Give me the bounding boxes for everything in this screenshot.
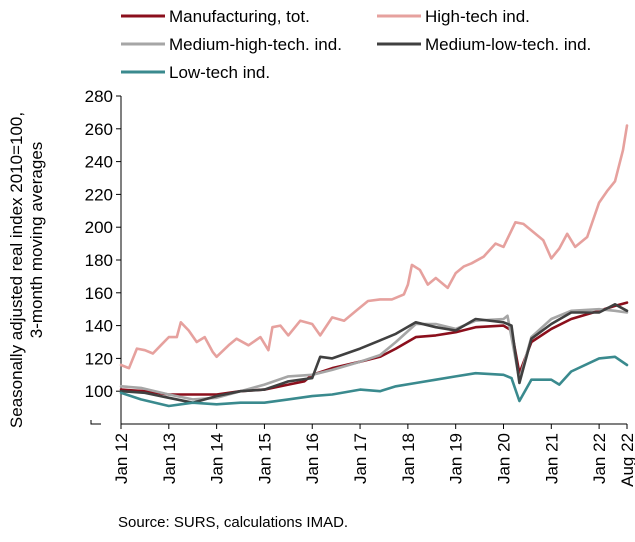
- series-line-3: [119, 307, 629, 401]
- legend-item: Medium-high-tech. ind.: [121, 35, 342, 54]
- x-tick-label: Jan 21: [542, 433, 561, 484]
- x-tick-label: Jan 18: [399, 433, 418, 484]
- x-tick-label: Jan 16: [303, 433, 322, 484]
- y-tick-label: 200: [85, 218, 113, 237]
- series-line-5: [119, 355, 629, 408]
- y-tick-label: 140: [85, 317, 113, 336]
- x-axis: Jan 12 Jan 13 Jan 14 Jan 15 Jan 16 Jan 17 Jan …: [112, 423, 635, 487]
- y-tick-label: 100: [85, 382, 113, 401]
- axis-break-symbol: [90, 420, 101, 425]
- x-tick-label: Jan 17: [351, 433, 370, 484]
- x-tick-label: Jan 22: [590, 433, 609, 484]
- y-tick-label: 160: [85, 284, 113, 303]
- x-tick-label: Jan 13: [160, 433, 179, 484]
- y-axis-title-line-2: 3-month moving averages: [27, 142, 46, 339]
- series-line-2: [119, 124, 629, 370]
- legend: Manufacturing, tot. High-tech ind. Medium-…: [121, 7, 591, 82]
- y-axis-title-line-1: Seasonally adjusted real index 2010=100,: [7, 112, 26, 428]
- legend-item: Medium-low-tech. ind.: [377, 35, 591, 54]
- y-tick-label: 240: [85, 153, 113, 172]
- y-axis-title: Seasonally adjusted real index 2010=100,…: [7, 112, 46, 428]
- source-note: Source: SURS, calculations IMAD.: [118, 514, 349, 531]
- x-tick-label: Jan 19: [447, 433, 466, 484]
- legend-label: High-tech ind.: [425, 7, 530, 26]
- y-tick-label: 180: [85, 251, 113, 270]
- y-tick-label: 280: [85, 87, 113, 106]
- legend-item: Manufacturing, tot.: [121, 7, 310, 26]
- y-tick-label: 120: [85, 349, 113, 368]
- legend-item: Low-tech ind.: [121, 63, 270, 82]
- x-tick-label: Jan 20: [494, 433, 513, 484]
- series-line-4: [119, 302, 629, 405]
- series-layer: [119, 124, 629, 408]
- legend-label: Low-tech ind.: [169, 63, 270, 82]
- legend-label: Medium-low-tech. ind.: [425, 35, 591, 54]
- legend-label: Manufacturing, tot.: [169, 7, 310, 26]
- legend-label: Medium-high-tech. ind.: [169, 35, 342, 54]
- y-axis: 100 120 140 160 180 200 220 240 260 280: [85, 87, 122, 425]
- x-tick-label: Jan 14: [208, 433, 227, 484]
- y-tick-label: 220: [85, 185, 113, 204]
- x-tick-label: Jan 12: [112, 433, 131, 484]
- y-tick-label: 260: [85, 120, 113, 139]
- x-tick-label: Jan 15: [255, 433, 274, 484]
- x-tick-label: Aug 22: [618, 433, 635, 487]
- legend-item: High-tech ind.: [377, 7, 530, 26]
